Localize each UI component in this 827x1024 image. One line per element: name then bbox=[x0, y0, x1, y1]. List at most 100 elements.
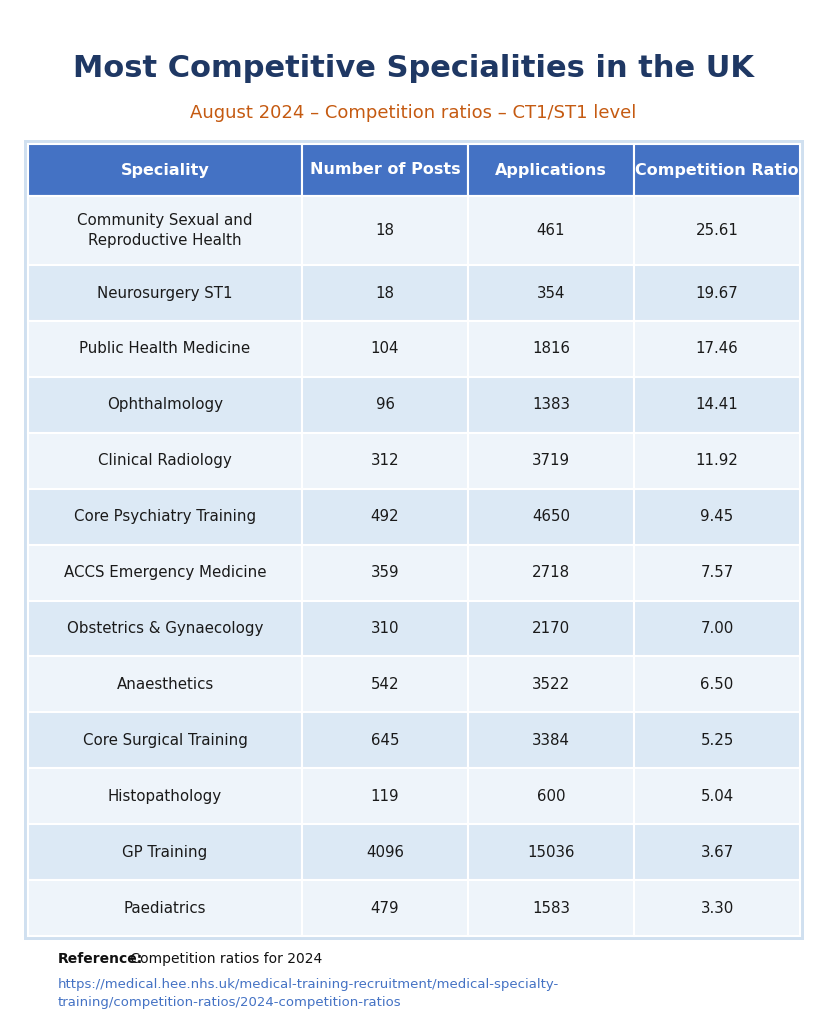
FancyBboxPatch shape bbox=[634, 322, 800, 377]
Text: Speciality: Speciality bbox=[121, 163, 209, 177]
FancyBboxPatch shape bbox=[28, 600, 302, 656]
FancyBboxPatch shape bbox=[468, 144, 634, 196]
Text: 18: 18 bbox=[375, 286, 394, 301]
Text: Most Competitive Specialities in the UK: Most Competitive Specialities in the UK bbox=[73, 54, 754, 83]
Text: 3.67: 3.67 bbox=[700, 845, 734, 859]
Text: 5.04: 5.04 bbox=[700, 788, 734, 804]
FancyBboxPatch shape bbox=[24, 140, 804, 940]
FancyBboxPatch shape bbox=[302, 768, 468, 824]
FancyBboxPatch shape bbox=[302, 377, 468, 433]
FancyBboxPatch shape bbox=[28, 488, 302, 545]
Text: Reference:: Reference: bbox=[58, 952, 143, 966]
Text: training/competition-ratios/2024-competition-ratios: training/competition-ratios/2024-competi… bbox=[58, 996, 402, 1009]
Text: GP Training: GP Training bbox=[122, 845, 208, 859]
FancyBboxPatch shape bbox=[28, 824, 302, 880]
Text: 645: 645 bbox=[370, 733, 399, 748]
FancyBboxPatch shape bbox=[468, 713, 634, 768]
Text: 18: 18 bbox=[375, 223, 394, 238]
Text: ACCS Emergency Medicine: ACCS Emergency Medicine bbox=[64, 565, 266, 581]
Text: 542: 542 bbox=[370, 677, 399, 692]
Text: 492: 492 bbox=[370, 509, 399, 524]
FancyBboxPatch shape bbox=[468, 322, 634, 377]
Text: 461: 461 bbox=[537, 223, 566, 238]
Text: Ophthalmology: Ophthalmology bbox=[107, 397, 223, 413]
Text: 6.50: 6.50 bbox=[700, 677, 734, 692]
FancyBboxPatch shape bbox=[634, 768, 800, 824]
Text: 7.57: 7.57 bbox=[700, 565, 734, 581]
FancyBboxPatch shape bbox=[28, 196, 302, 265]
FancyBboxPatch shape bbox=[468, 824, 634, 880]
FancyBboxPatch shape bbox=[468, 545, 634, 600]
Text: Core Psychiatry Training: Core Psychiatry Training bbox=[74, 509, 256, 524]
Text: 1816: 1816 bbox=[532, 341, 570, 356]
FancyBboxPatch shape bbox=[302, 713, 468, 768]
Text: 1383: 1383 bbox=[532, 397, 570, 413]
FancyBboxPatch shape bbox=[468, 196, 634, 265]
FancyBboxPatch shape bbox=[302, 656, 468, 713]
Text: 479: 479 bbox=[370, 900, 399, 915]
Text: 1583: 1583 bbox=[532, 900, 570, 915]
FancyBboxPatch shape bbox=[634, 144, 800, 196]
FancyBboxPatch shape bbox=[302, 433, 468, 488]
Text: 11.92: 11.92 bbox=[696, 454, 739, 468]
FancyBboxPatch shape bbox=[28, 377, 302, 433]
Text: 3.30: 3.30 bbox=[700, 900, 734, 915]
Text: Applications: Applications bbox=[495, 163, 607, 177]
FancyBboxPatch shape bbox=[634, 824, 800, 880]
FancyBboxPatch shape bbox=[302, 265, 468, 322]
Text: 119: 119 bbox=[370, 788, 399, 804]
Text: 312: 312 bbox=[370, 454, 399, 468]
FancyBboxPatch shape bbox=[468, 600, 634, 656]
FancyBboxPatch shape bbox=[28, 880, 302, 936]
FancyBboxPatch shape bbox=[634, 433, 800, 488]
Text: Competition ratios for 2024: Competition ratios for 2024 bbox=[126, 952, 323, 966]
FancyBboxPatch shape bbox=[468, 880, 634, 936]
FancyBboxPatch shape bbox=[468, 488, 634, 545]
FancyBboxPatch shape bbox=[28, 656, 302, 713]
Text: 19.67: 19.67 bbox=[696, 286, 739, 301]
Text: Competition Ratio: Competition Ratio bbox=[635, 163, 799, 177]
FancyBboxPatch shape bbox=[302, 196, 468, 265]
Text: 3522: 3522 bbox=[532, 677, 570, 692]
FancyBboxPatch shape bbox=[634, 713, 800, 768]
FancyBboxPatch shape bbox=[302, 322, 468, 377]
Text: 2170: 2170 bbox=[532, 621, 570, 636]
FancyBboxPatch shape bbox=[634, 265, 800, 322]
FancyBboxPatch shape bbox=[634, 377, 800, 433]
Text: 5.25: 5.25 bbox=[700, 733, 734, 748]
Text: 3719: 3719 bbox=[532, 454, 570, 468]
FancyBboxPatch shape bbox=[634, 880, 800, 936]
FancyBboxPatch shape bbox=[468, 433, 634, 488]
Text: Public Health Medicine: Public Health Medicine bbox=[79, 341, 251, 356]
Text: 14.41: 14.41 bbox=[696, 397, 739, 413]
FancyBboxPatch shape bbox=[28, 713, 302, 768]
FancyBboxPatch shape bbox=[302, 600, 468, 656]
Text: Neurosurgery ST1: Neurosurgery ST1 bbox=[98, 286, 232, 301]
FancyBboxPatch shape bbox=[302, 880, 468, 936]
FancyBboxPatch shape bbox=[468, 656, 634, 713]
FancyBboxPatch shape bbox=[634, 488, 800, 545]
FancyBboxPatch shape bbox=[28, 433, 302, 488]
FancyBboxPatch shape bbox=[468, 265, 634, 322]
Text: https://medical.hee.nhs.uk/medical-training-recruitment/medical-specialty-: https://medical.hee.nhs.uk/medical-train… bbox=[58, 978, 559, 991]
Text: Clinical Radiology: Clinical Radiology bbox=[98, 454, 232, 468]
Text: 2718: 2718 bbox=[532, 565, 570, 581]
FancyBboxPatch shape bbox=[302, 488, 468, 545]
FancyBboxPatch shape bbox=[634, 656, 800, 713]
Text: 354: 354 bbox=[537, 286, 566, 301]
FancyBboxPatch shape bbox=[634, 600, 800, 656]
FancyBboxPatch shape bbox=[634, 196, 800, 265]
Text: Anaesthetics: Anaesthetics bbox=[117, 677, 213, 692]
Text: Histopathology: Histopathology bbox=[108, 788, 222, 804]
Text: Number of Posts: Number of Posts bbox=[310, 163, 461, 177]
FancyBboxPatch shape bbox=[302, 824, 468, 880]
FancyBboxPatch shape bbox=[302, 144, 468, 196]
FancyBboxPatch shape bbox=[634, 545, 800, 600]
Text: 104: 104 bbox=[370, 341, 399, 356]
Text: 17.46: 17.46 bbox=[696, 341, 739, 356]
Text: 25.61: 25.61 bbox=[696, 223, 739, 238]
Text: Paediatrics: Paediatrics bbox=[124, 900, 206, 915]
Text: 310: 310 bbox=[370, 621, 399, 636]
Text: 4650: 4650 bbox=[532, 509, 570, 524]
FancyBboxPatch shape bbox=[302, 545, 468, 600]
